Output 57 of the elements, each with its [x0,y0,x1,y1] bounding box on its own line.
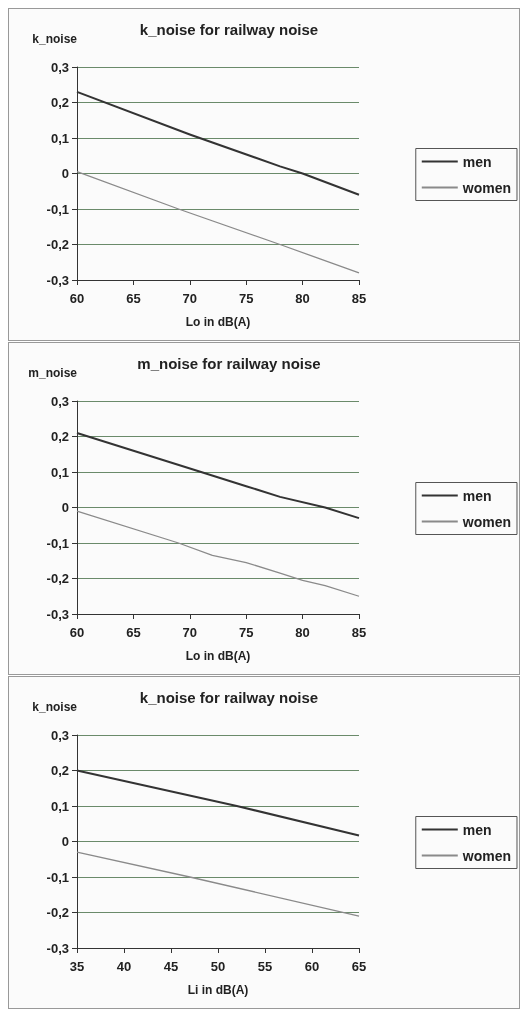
chart-title: k_noise for railway noise [139,689,319,706]
y-tick-label: 0,1 [50,798,69,814]
y-tick-label: -0,1 [46,201,69,217]
y-tick-label: 0,2 [50,763,69,778]
x-tick-label: 55 [257,959,273,974]
y-tick-label: -0,3 [46,272,69,288]
line-series [76,171,360,274]
x-tick-label: 60 [304,959,320,974]
y-tick-label: 0 [61,834,69,849]
y-tick-label: 0,3 [50,393,69,409]
y-tick-label: -0,2 [46,905,69,920]
y-axis-title: k_noise [32,32,78,46]
y-tick-label: 0,1 [50,130,69,146]
legend-label: men [462,821,492,838]
x-tick-label: 40 [116,959,132,974]
x-tick-label: 85 [351,291,367,306]
y-tick-label: -0,1 [46,535,69,551]
x-tick-label: 70 [182,291,198,306]
y-axis-title: k_noise [32,700,78,714]
x-tick-label: 60 [69,625,85,640]
x-tick-label: 50 [210,959,226,974]
y-tick-label: -0,2 [46,237,69,252]
x-tick-label: 65 [351,959,367,974]
x-tick-label: 75 [238,291,254,306]
y-tick-label: 0,2 [50,429,69,444]
y-tick-label: -0,2 [46,571,69,586]
x-tick-label: 65 [126,291,141,306]
chart-title: k_noise for railway noise [139,21,319,38]
y-axis-title: m_noise [28,366,78,380]
line-series [76,510,360,597]
x-tick-label: 75 [238,625,254,640]
y-tick-label: -0,1 [46,869,69,885]
x-tick-label: 80 [295,291,310,306]
y-tick-label: 0,1 [50,464,69,480]
x-tick-label: 80 [295,625,310,640]
y-tick-label: -0,3 [46,940,69,956]
x-tick-label: 70 [182,625,198,640]
legend-label: women [461,179,512,196]
y-tick-label: -0,3 [46,606,69,622]
legend-label: women [461,513,512,530]
x-tick-label: 35 [69,959,85,974]
y-tick-label: 0 [61,500,69,515]
legend-label: men [462,153,492,170]
y-tick-label: 0,3 [50,59,69,75]
chart-title: m_noise for railway noise [137,355,321,372]
x-axis-title: Li in dB(A) [187,983,249,997]
x-tick-label: 60 [69,291,85,306]
legend-label: women [461,847,512,864]
x-tick-label: 45 [163,959,179,974]
y-tick-label: 0,3 [50,727,69,743]
x-tick-label: 65 [126,625,141,640]
x-axis-title: Lo in dB(A) [185,649,251,663]
y-tick-label: 0 [61,166,69,181]
y-tick-label: 0,2 [50,95,69,110]
legend-label: men [462,487,492,504]
x-tick-label: 85 [351,625,367,640]
x-axis-title: Lo in dB(A) [185,315,251,329]
